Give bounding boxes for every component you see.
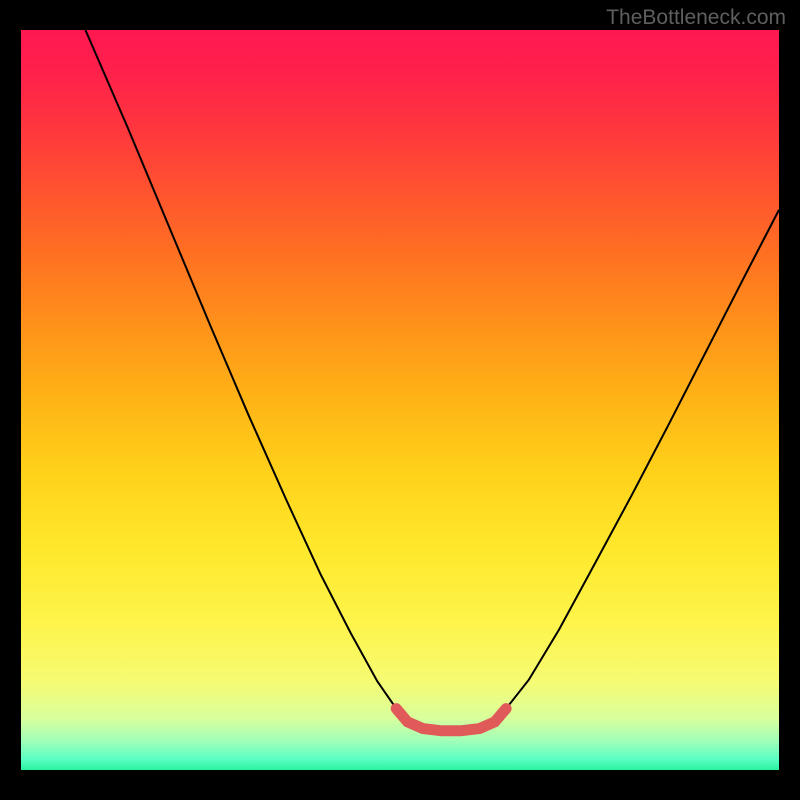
bottleneck-curve	[21, 30, 779, 770]
plot-area	[21, 30, 779, 770]
valley-marker	[396, 709, 506, 731]
curve-left-branch	[85, 30, 396, 709]
attribution-text: TheBottleneck.com	[606, 6, 786, 30]
curve-right-branch	[506, 210, 779, 709]
